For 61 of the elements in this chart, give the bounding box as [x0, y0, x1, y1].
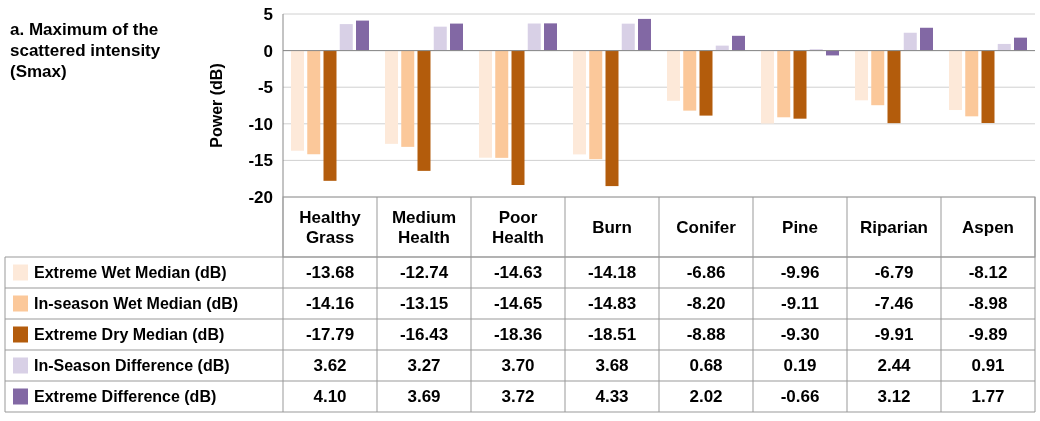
- data-label: -18.36: [493, 325, 543, 345]
- data-label: -6.79: [874, 263, 914, 283]
- legend-label: In-Season Difference (dB): [34, 357, 230, 375]
- y-tick-label: 0: [263, 41, 273, 61]
- legend-label: In-season Wet Median (dB): [34, 295, 239, 313]
- data-label: 2.44: [877, 356, 912, 376]
- x-tick-label: Conifer: [676, 217, 737, 237]
- data-label: -6.86: [686, 263, 726, 283]
- data-label: 3.27: [407, 356, 441, 376]
- data-label: -9.91: [874, 325, 914, 345]
- data-label: 3.70: [501, 356, 535, 376]
- x-tick-label: Healthy Grass: [299, 207, 362, 247]
- data-label: 0.68: [689, 356, 723, 376]
- y-tick-label: -5: [257, 78, 273, 98]
- legend-label: Extreme Wet Median (dB): [34, 264, 227, 282]
- data-label: -9.96: [780, 263, 820, 283]
- data-label: 3.68: [595, 356, 629, 376]
- data-label: -17.79: [305, 325, 355, 345]
- data-label: 1.77: [971, 387, 1005, 407]
- x-tick-label: Aspen: [962, 217, 1014, 237]
- data-label: -12.74: [399, 263, 449, 283]
- data-label: 0.91: [971, 356, 1005, 376]
- data-label: 0.19: [783, 356, 817, 376]
- data-label: 3.12: [877, 387, 911, 407]
- data-label: 4.33: [595, 387, 629, 407]
- y-axis-title: Power (dB): [208, 63, 225, 148]
- legend-label: Extreme Dry Median (dB): [34, 326, 225, 344]
- data-label: -9.89: [968, 325, 1008, 345]
- data-label: -14.18: [587, 263, 637, 283]
- y-tick-label: 5: [263, 4, 273, 24]
- data-label: -14.63: [493, 263, 543, 283]
- y-tick-label: -10: [248, 114, 273, 134]
- x-tick-label: Poor Health: [492, 207, 544, 247]
- data-label: 2.02: [689, 387, 723, 407]
- y-tick-label: -20: [248, 187, 273, 207]
- data-label: -14.16: [305, 294, 355, 314]
- data-label: -8.12: [968, 263, 1008, 283]
- x-tick-label: Burn: [592, 217, 632, 237]
- data-label: 4.10: [313, 387, 347, 407]
- data-label: -8.20: [686, 294, 726, 314]
- x-tick-label: Riparian: [859, 217, 929, 237]
- data-label: -13.68: [305, 263, 355, 283]
- data-label: -9.30: [780, 325, 820, 345]
- data-label: 3.72: [501, 387, 535, 407]
- data-label: -13.15: [399, 294, 449, 314]
- data-label: -14.83: [587, 294, 637, 314]
- x-tick-label: Medium Health: [391, 207, 457, 247]
- data-label: -8.98: [968, 294, 1008, 314]
- data-label: -9.11: [781, 294, 819, 314]
- x-tick-label: Pine: [782, 217, 818, 237]
- y-tick-label: -15: [248, 151, 273, 171]
- legend-label: Extreme Difference (dB): [34, 388, 217, 406]
- data-label: -14.65: [493, 294, 543, 314]
- data-label: -0.66: [780, 387, 820, 407]
- data-label: -8.88: [686, 325, 726, 345]
- data-label: -16.43: [399, 325, 449, 345]
- data-label: 3.62: [313, 356, 347, 376]
- data-label: -18.51: [587, 325, 637, 345]
- data-label: -7.46: [874, 294, 914, 314]
- data-label: 3.69: [407, 387, 441, 407]
- text: a. Maximum of the scattered intensity (Smax): [10, 20, 161, 81]
